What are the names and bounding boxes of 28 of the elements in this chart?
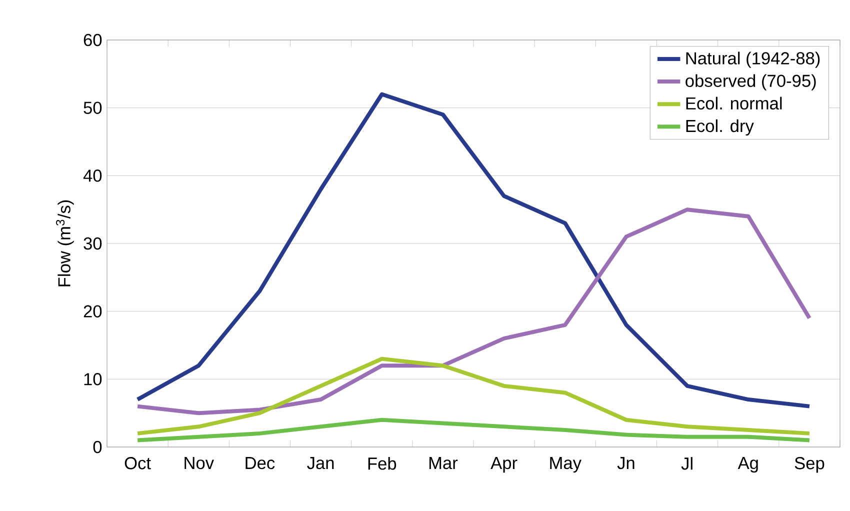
x-tick-label: Sep xyxy=(794,457,824,473)
x-tick-label: Mar xyxy=(429,457,458,470)
y-tick-label: 0 xyxy=(93,440,102,454)
y-axis-title: Flow (m$^{3}$/s) xyxy=(56,200,74,286)
y-tick-label: 60 xyxy=(84,34,102,46)
line-series xyxy=(136,356,812,436)
x-tick-label: Dec xyxy=(246,457,275,470)
x-tick-label: Jl xyxy=(681,457,692,470)
x-tick-label: May xyxy=(550,457,582,473)
line-series xyxy=(136,92,812,408)
y-tick-label: 50 xyxy=(84,102,102,114)
y-tick-label: 10 xyxy=(84,373,102,386)
legend-label: Ecol. normal xyxy=(686,96,782,110)
y-tick-label: 30 xyxy=(84,237,102,250)
x-tick-label: Oct xyxy=(124,457,151,470)
x-tick-label: Jn xyxy=(617,457,634,470)
x-tick-label: Apr xyxy=(490,457,518,473)
legend-label: Natural (1942-88) xyxy=(686,52,820,68)
line-series xyxy=(136,418,812,442)
y-tick-label: 40 xyxy=(83,170,102,182)
y-tick-label: 20 xyxy=(84,305,102,318)
line-series xyxy=(136,208,812,416)
x-tick-label: Jan xyxy=(307,457,334,470)
x-tick-label: Feb xyxy=(368,457,396,470)
x-tick-label: Ag xyxy=(738,457,758,473)
x-tick-label: Nov xyxy=(184,457,214,470)
legend-label: Ecol. dry xyxy=(686,119,754,136)
legend-label: observed (70-95) xyxy=(686,74,816,90)
